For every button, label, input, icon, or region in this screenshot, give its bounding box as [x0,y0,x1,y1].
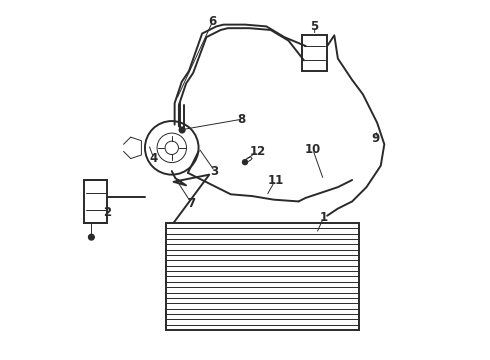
Text: 3: 3 [211,165,219,177]
Text: 2: 2 [103,206,112,219]
Text: 6: 6 [209,14,217,27]
Circle shape [145,121,198,175]
Circle shape [179,127,185,133]
Text: 8: 8 [237,113,245,126]
Bar [167,223,359,330]
Circle shape [89,234,94,240]
Text: 5: 5 [311,20,319,33]
Text: 4: 4 [150,152,158,165]
Circle shape [165,141,178,154]
Text: 7: 7 [187,197,196,210]
Bar [84,180,107,223]
Circle shape [157,133,187,163]
Bar [302,35,327,71]
Circle shape [243,159,247,165]
Text: 12: 12 [249,145,266,158]
Text: 10: 10 [305,143,321,156]
Text: 11: 11 [267,174,284,186]
Text: 1: 1 [319,211,328,224]
Text: 9: 9 [371,132,380,145]
